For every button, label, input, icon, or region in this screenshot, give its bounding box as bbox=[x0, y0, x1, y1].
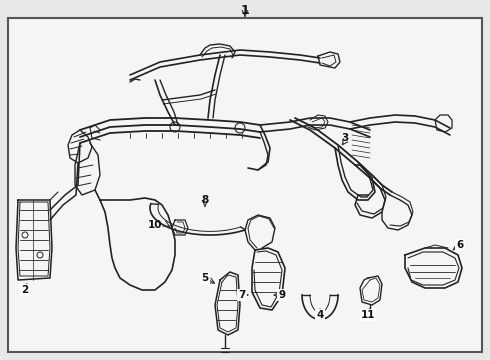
Text: 6: 6 bbox=[456, 240, 464, 250]
Text: 8: 8 bbox=[201, 195, 209, 205]
Text: 1: 1 bbox=[241, 4, 249, 17]
Text: 9: 9 bbox=[278, 290, 286, 300]
Text: 7: 7 bbox=[238, 290, 245, 300]
Text: 4: 4 bbox=[317, 310, 324, 320]
Text: 5: 5 bbox=[201, 273, 209, 283]
Text: 2: 2 bbox=[22, 285, 28, 295]
Text: 10: 10 bbox=[147, 220, 162, 230]
Text: 11: 11 bbox=[361, 310, 375, 320]
Text: 3: 3 bbox=[342, 133, 348, 143]
